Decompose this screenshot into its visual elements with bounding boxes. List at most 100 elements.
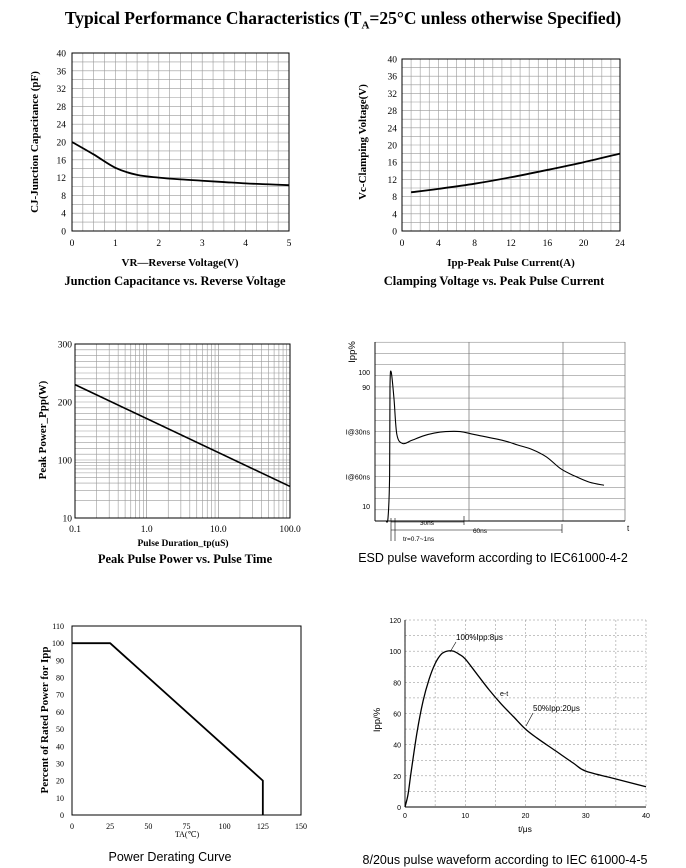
series-line (71, 141, 290, 187)
chart-title: Power Derating Curve (109, 850, 232, 864)
y-tick-label: I@30ns (346, 430, 371, 437)
y-axis-label: Ipp% (347, 341, 358, 363)
y-tick-label: 4 (392, 210, 397, 220)
x-axis-label: TA(℃) (175, 830, 200, 839)
y-tick-label: 40 (388, 56, 398, 66)
y-tick-label: 12 (388, 176, 398, 186)
chart-title: Junction Capacitance vs. Reverse Voltage (64, 274, 286, 288)
y-tick-label: 50 (56, 725, 64, 734)
y-tick-label: 100 (58, 457, 73, 467)
chart-title: ESD pulse waveform according to IEC61000… (358, 551, 628, 565)
x-tick-label: 20 (522, 813, 530, 820)
x-axis-label: Pulse Duration_tp(uS) (137, 538, 228, 549)
x-tick-label: 8 (472, 239, 477, 249)
x-tick-label: 0 (70, 822, 74, 831)
y-tick-label: 100 (52, 639, 64, 648)
y-tick-label: 24 (57, 121, 67, 131)
y-tick-label: 90 (56, 656, 64, 665)
x-tick-label: 75 (183, 822, 191, 831)
y-tick-label: 36 (388, 73, 398, 83)
y-tick-label: 40 (393, 743, 401, 750)
y-tick-label: 10 (362, 504, 370, 511)
leader-line (525, 712, 534, 727)
y-tick-label: 4 (61, 210, 66, 220)
x-axis-label: VR—Reverse Voltage(V) (122, 257, 239, 269)
y-tick-label: 0 (61, 228, 66, 238)
annotation-tr: tr=0.7~1ns (403, 536, 435, 543)
x-tick-label: 40 (642, 813, 650, 820)
x-tick-label: 2 (156, 239, 161, 249)
annotation-100pct: 100%Ipp:8μs (456, 633, 503, 642)
plot-frame (401, 58, 621, 232)
y-tick-label: 90 (362, 385, 370, 392)
y-tick-label: 100 (389, 649, 401, 656)
x-tick-label: 0 (403, 813, 407, 820)
y-tick-label: 0 (397, 805, 401, 812)
chart-title: 8/20us pulse waveform according to IEC 6… (363, 853, 648, 867)
x-tick-label: 25 (106, 822, 114, 831)
y-tick-label: 80 (393, 680, 401, 687)
y-tick-label: 0 (60, 811, 64, 820)
x-tick-label: 0 (70, 239, 75, 249)
y-tick-label: 40 (56, 742, 64, 751)
y-axis-label: CJ-Junction Capacitance (pF) (29, 71, 41, 213)
x-axis-label: t (627, 524, 630, 533)
y-tick-label: 28 (388, 107, 398, 117)
x-tick-label: 10.0 (210, 525, 227, 535)
y-tick-label: 60 (56, 708, 64, 717)
y-axis-label: Ipp/% (372, 707, 383, 732)
y-tick-label: 16 (57, 156, 67, 166)
x-tick-label: 100 (219, 822, 231, 831)
x-tick-label: 0 (400, 239, 405, 249)
x-tick-label: 12 (506, 239, 516, 249)
x-tick-label: 150 (295, 822, 307, 831)
x-tick-label: 1 (113, 239, 118, 249)
y-axis-label: Vc-Clamping Voltage(V) (357, 84, 369, 200)
x-axis-label: Ipp-Peak Pulse Current(A) (447, 257, 575, 269)
x-tick-label: 24 (615, 239, 625, 249)
y-tick-label: 0 (392, 228, 397, 238)
y-tick-label: 40 (57, 50, 67, 60)
y-tick-label: 300 (58, 341, 73, 351)
page-title: Typical Performance Characteristics (TA=… (64, 8, 622, 32)
y-tick-label: 36 (57, 67, 67, 77)
y-tick-label: 20 (56, 777, 64, 786)
y-tick-label: 8 (61, 192, 66, 202)
plot-frame (71, 625, 302, 816)
series-line (410, 152, 621, 194)
leader-line (449, 641, 457, 653)
x-tick-label: 5 (287, 239, 292, 249)
y-tick-label: 80 (56, 674, 64, 683)
y-tick-label: 200 (58, 399, 73, 409)
series-line (74, 383, 291, 488)
y-tick-label: 16 (388, 159, 398, 169)
y-tick-label: 24 (388, 124, 398, 134)
chart-title: Peak Pulse Power vs. Pulse Time (98, 552, 273, 566)
y-tick-label: 120 (389, 618, 401, 625)
y-tick-label: 8 (392, 193, 397, 203)
series-line (404, 650, 647, 808)
y-tick-label: 100 (358, 370, 370, 377)
x-tick-label: 100.0 (279, 525, 301, 535)
y-tick-label: 20 (57, 139, 67, 149)
annotation-30ns: 30ns (420, 520, 435, 527)
x-tick-label: 0.1 (69, 525, 81, 535)
plot-frame (74, 343, 291, 519)
y-tick-label: 110 (52, 622, 64, 631)
y-tick-label: 32 (388, 90, 398, 100)
y-tick-label: 28 (57, 103, 67, 113)
x-tick-label: 3 (200, 239, 205, 249)
x-tick-label: 4 (243, 239, 248, 249)
x-tick-label: 10 (461, 813, 469, 820)
y-tick-label: 60 (393, 712, 401, 719)
x-tick-label: 1.0 (141, 525, 153, 535)
x-tick-label: 16 (543, 239, 553, 249)
y-tick-label: 20 (388, 142, 398, 152)
y-tick-label: I@60ns (346, 474, 371, 481)
y-axis-label: Peak Power_Ppp(W) (37, 380, 49, 479)
x-tick-label: 30 (582, 813, 590, 820)
y-tick-label: 70 (56, 691, 64, 700)
y-tick-label: 12 (57, 174, 67, 184)
y-tick-label: 10 (56, 794, 64, 803)
